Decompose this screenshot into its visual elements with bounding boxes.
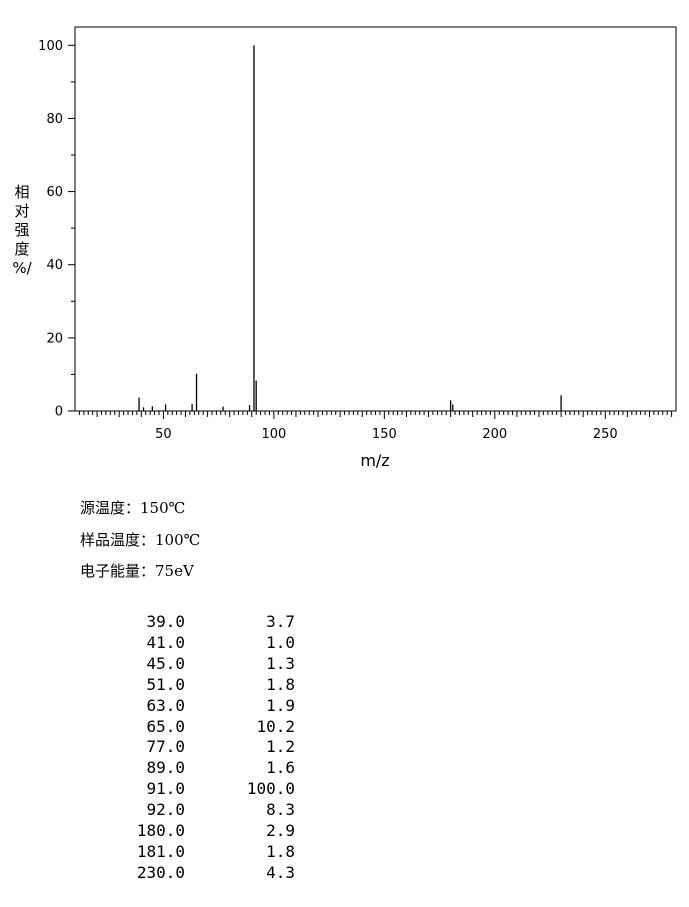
- y-axis-title-char: 对: [14, 202, 29, 220]
- peak-mz: 45.0: [146, 653, 185, 673]
- peak-row: 39.0 3.7: [110, 612, 295, 633]
- peak-intensity: 4.3: [266, 862, 295, 882]
- peak-mz: 89.0: [146, 758, 185, 778]
- peak-row: 51.0 1.8: [110, 675, 295, 696]
- y-tick-label: 60: [46, 185, 63, 200]
- peak-row: 91.0 100.0: [110, 779, 295, 800]
- y-axis-title-char: 相: [14, 183, 29, 201]
- sample-temperature: 样品温度：100℃: [80, 530, 201, 549]
- peak-table: 39.0 3.7 41.0 1.0 45.0 1.3 51.0 1.8 63.0 1.9 65.0 1…: [110, 612, 295, 884]
- y-tick-label: 80: [46, 112, 63, 127]
- peak-row: 65.0 10.2: [110, 717, 295, 738]
- peak-mz: 51.0: [146, 674, 185, 694]
- x-axis-title: m/z: [360, 451, 389, 470]
- peak-intensity: 1.6: [266, 758, 295, 778]
- peak-mz: 180.0: [136, 821, 185, 841]
- y-axis-title-char: %/: [12, 259, 32, 277]
- x-tick-label: 250: [593, 427, 618, 442]
- y-tick-label: 0: [55, 405, 63, 420]
- peak-mz: 92.0: [146, 800, 185, 820]
- x-tick-label: 150: [372, 427, 397, 442]
- x-axis: 50 100 150 200 250: [78, 411, 673, 442]
- peak-row: 92.0 8.3: [110, 800, 295, 821]
- peak-row: 89.0 1.6: [110, 758, 295, 779]
- peak-intensity: 1.2: [266, 737, 295, 757]
- peak-row: 41.0 1.0: [110, 633, 295, 654]
- y-tick-label: 100: [38, 39, 63, 54]
- peak-intensity: 100.0: [246, 779, 295, 799]
- peak-row: 63.0 1.9: [110, 696, 295, 717]
- peak-row: 77.0 1.2: [110, 737, 295, 758]
- y-tick-label: 20: [46, 331, 63, 346]
- y-axis-title-char: 强: [14, 221, 29, 239]
- peak-intensity: 1.8: [266, 674, 295, 694]
- peak-row: 180.0 2.9: [110, 821, 295, 842]
- source-temperature: 源温度：150℃: [80, 499, 186, 517]
- peak-mz: 77.0: [146, 737, 185, 757]
- peak-mz: 39.0: [146, 612, 185, 631]
- peak-intensity: 1.9: [266, 695, 295, 715]
- peak-intensity: 8.3: [266, 800, 295, 820]
- peak-mz: 181.0: [136, 841, 185, 861]
- peak-mz: 63.0: [146, 695, 185, 715]
- peak-mz: 65.0: [146, 716, 185, 736]
- peak-intensity: 10.2: [256, 716, 295, 736]
- peak-row: 181.0 1.8: [110, 842, 295, 863]
- peak-intensity: 1.0: [266, 632, 295, 652]
- peak-intensity: 1.8: [266, 841, 295, 861]
- peak-mz: 230.0: [136, 862, 185, 882]
- spectrum-peaks: [138, 45, 562, 411]
- peak-intensity: 2.9: [266, 821, 295, 841]
- peak-intensity: 3.7: [266, 612, 295, 631]
- peak-row: 230.0 4.3: [110, 863, 295, 884]
- instrument-conditions: 源温度：150℃ 样品温度：100℃ 电子能量：75eV: [80, 493, 200, 588]
- x-tick-label: 200: [482, 427, 507, 442]
- electron-energy: 电子能量：75eV: [80, 562, 194, 580]
- plot-frame: [74, 26, 677, 412]
- peak-mz: 41.0: [146, 632, 185, 652]
- x-tick-label: 50: [155, 427, 172, 442]
- y-axis: 0 20 40 60 80 100: [38, 39, 75, 420]
- peak-mz: 91.0: [146, 779, 185, 799]
- peak-row: 45.0 1.3: [110, 654, 295, 675]
- x-tick-label: 100: [261, 427, 286, 442]
- y-tick-label: 40: [46, 258, 63, 273]
- y-axis-title-char: 度: [14, 240, 29, 258]
- peak-intensity: 1.3: [266, 653, 295, 673]
